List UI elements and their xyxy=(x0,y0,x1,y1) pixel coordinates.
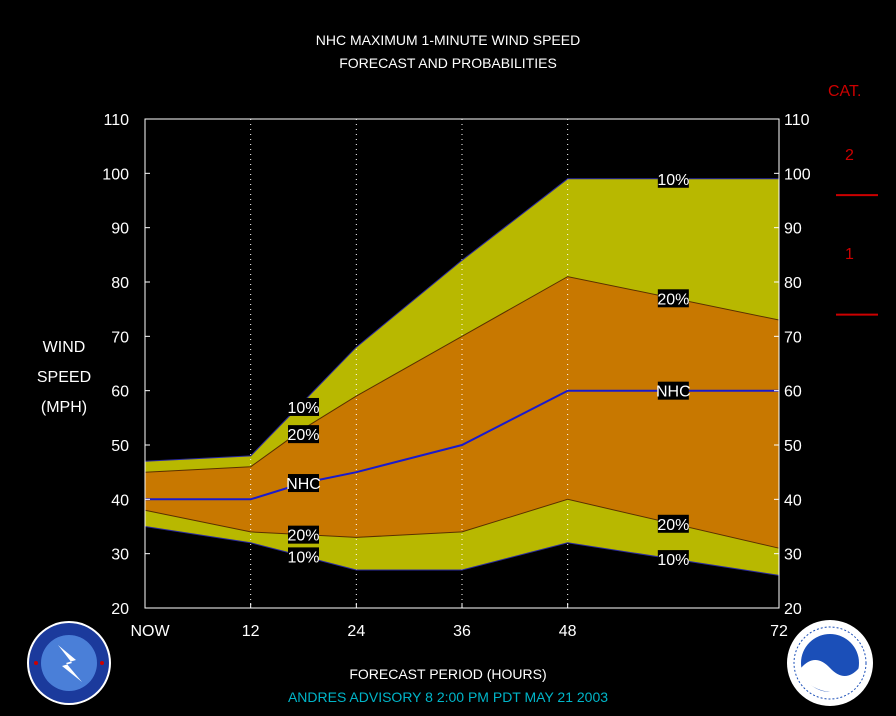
category-lines xyxy=(836,194,878,316)
y-tick-label: 110 xyxy=(784,112,810,129)
logos xyxy=(27,620,873,706)
y-tick-label: 50 xyxy=(111,438,129,455)
annotation-bg xyxy=(288,547,319,566)
series-lines xyxy=(144,178,780,576)
annotation-label: 20% xyxy=(287,525,320,545)
nws-logo xyxy=(27,621,111,705)
annotation-text: 20% xyxy=(287,528,319,545)
y-axis-left: 20 30 40 50 60 70 80 90 100 110 xyxy=(102,112,150,618)
bird-wave-icon xyxy=(801,660,859,693)
y-axis-right: 20 30 40 50 60 70 80 90 100 110 xyxy=(774,112,811,618)
annotation-bg xyxy=(657,514,689,533)
annotation-text: 10% xyxy=(287,549,319,566)
x-tick-label: 12 xyxy=(242,623,260,640)
y-tick-label: 40 xyxy=(784,492,802,509)
annotation-bg xyxy=(657,381,689,400)
y-tick-label: 30 xyxy=(784,547,802,564)
annotation-label: 10% xyxy=(657,169,689,189)
y-tick-label: 60 xyxy=(111,384,129,401)
annotation-label: 10% xyxy=(287,397,320,417)
y-tick-label: 70 xyxy=(784,329,802,346)
annotation-label: 20% xyxy=(287,425,320,444)
annotation-text: 20% xyxy=(657,291,689,308)
y-tick-label: 50 xyxy=(784,438,802,455)
series-line xyxy=(144,178,779,462)
annotation-label: 20% xyxy=(657,289,689,308)
y-tick-label: 20 xyxy=(784,601,802,618)
x-tick-label: 24 xyxy=(347,623,365,640)
annotation-text: 10% xyxy=(657,172,689,189)
y-tick-label: 80 xyxy=(784,275,802,292)
lightning-icon xyxy=(58,645,82,682)
chart-title: NHC MAXIMUM 1-MINUTE WIND SPEED xyxy=(315,32,581,48)
annotation-label: 10% xyxy=(657,550,689,569)
x-tick-label: 72 xyxy=(770,623,788,640)
annotation-text: NHC xyxy=(656,384,691,401)
y-tick-label: 70 xyxy=(111,329,129,346)
series-line xyxy=(144,276,780,473)
annotation-text: 10% xyxy=(657,552,689,569)
annotation-label: NHC xyxy=(656,381,691,401)
series-line xyxy=(144,498,780,549)
y-axis-label-speed: SPEED xyxy=(36,369,92,386)
annotation-text: 10% xyxy=(287,400,319,417)
annotation-label: NHC xyxy=(286,474,321,493)
advisory-line: ANDRES ADVISORY 8 2:00 PM PDT MAY 21 200… xyxy=(287,689,609,705)
y-tick-label: 100 xyxy=(102,166,129,183)
x-tick-label: 48 xyxy=(559,623,577,640)
y-tick-label: 40 xyxy=(111,492,129,509)
noaa-logo xyxy=(787,620,873,706)
annotation-text: 20% xyxy=(287,427,319,444)
y-tick-label: 90 xyxy=(111,221,129,238)
series-annotations: 10% 20% NHC 20% 10% 10% 20% NHC 20% 10% xyxy=(286,169,691,569)
x-tick-label: 36 xyxy=(453,623,471,640)
annotation-bg xyxy=(288,525,319,544)
chart-subtitle: FORECAST AND PROBABILITIES xyxy=(339,55,557,71)
x-tick-label: NOW xyxy=(130,623,170,640)
annotation-text: 20% xyxy=(657,517,689,534)
category-1-label: 1 xyxy=(845,246,854,263)
x-axis: NOW 12 24 36 48 72 xyxy=(130,603,788,640)
category-2-label: 2 xyxy=(845,147,854,164)
series-line xyxy=(145,389,779,501)
annotation-bg xyxy=(288,474,319,493)
annotation-bg xyxy=(657,289,689,308)
annotation-bg xyxy=(657,550,689,569)
annotation-text: NHC xyxy=(286,476,321,493)
annotation-label: 20% xyxy=(657,514,689,534)
y-tick-label: 90 xyxy=(784,221,802,238)
x-axis-label: FORECAST PERIOD (HOURS) xyxy=(349,666,547,682)
y-tick-label: 30 xyxy=(111,547,129,564)
y-tick-label: 100 xyxy=(784,166,811,183)
noaa-logo-ring xyxy=(793,626,867,700)
star-icon xyxy=(34,661,38,665)
y-tick-label: 20 xyxy=(111,601,129,618)
y-tick-label: 80 xyxy=(111,275,129,292)
annotation-label: 10% xyxy=(287,547,320,566)
star-icon xyxy=(100,661,104,665)
y-axis-label-unit: (MPH) xyxy=(40,399,88,416)
annotation-bg xyxy=(657,169,689,188)
category-header: CAT. xyxy=(828,83,862,100)
series-line xyxy=(144,526,780,576)
annotation-bg xyxy=(288,425,319,444)
y-tick-label: 110 xyxy=(103,112,129,129)
annotation-bg xyxy=(288,397,319,416)
y-tick-label: 60 xyxy=(784,384,802,401)
y-axis-label-wind: WIND xyxy=(42,339,86,356)
